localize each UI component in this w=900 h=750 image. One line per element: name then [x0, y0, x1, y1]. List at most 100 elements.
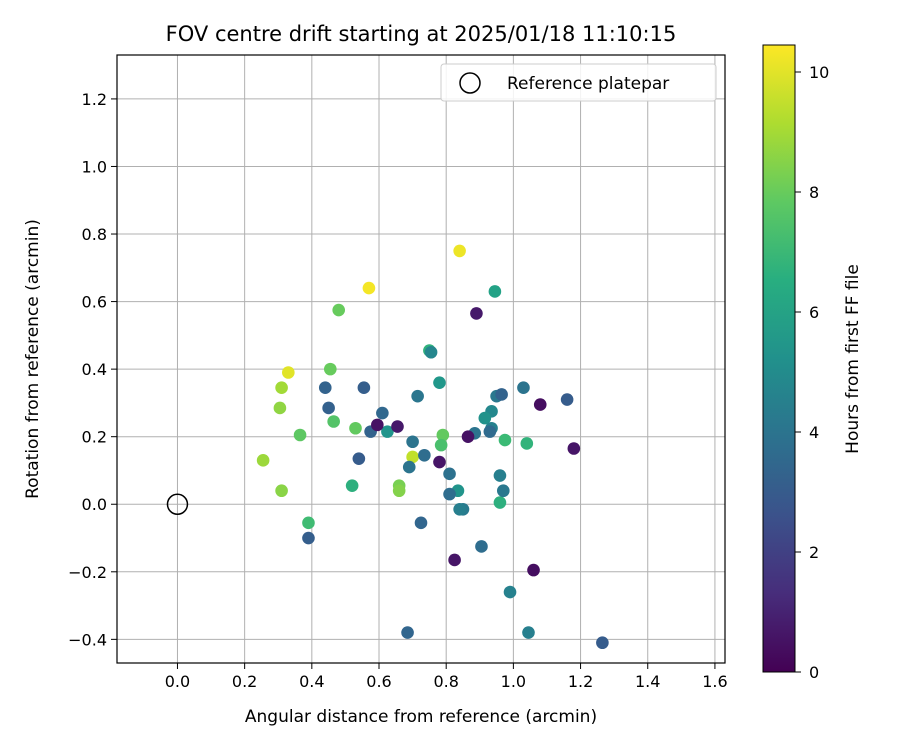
scatter-point	[483, 425, 497, 438]
scatter-point	[461, 430, 475, 443]
x-tick-label: 1.6	[702, 672, 727, 691]
scatter-point	[302, 516, 315, 530]
x-tick-label: 0.2	[232, 672, 257, 691]
legend: Reference platepar	[440, 63, 717, 102]
scatter-point	[391, 420, 404, 433]
data-points	[256, 244, 609, 650]
legend-open-circle-icon	[459, 72, 481, 94]
scatter-point	[275, 484, 288, 498]
y-axis-label: Rotation from reference (arcmin)	[23, 219, 43, 499]
x-tick-label: 0.0	[165, 672, 190, 691]
scatter-point	[414, 516, 428, 530]
scatter-point	[522, 626, 535, 639]
scatter-point	[418, 448, 431, 462]
scatter-point	[424, 345, 438, 359]
scatter-point	[362, 281, 376, 295]
x-gridlines	[176, 55, 716, 663]
colorbar-tick-label: 2	[809, 543, 819, 562]
scatter-point	[470, 307, 483, 320]
x-tick-label: 0.4	[299, 672, 324, 691]
scatter-point	[411, 389, 424, 403]
scatter-point	[322, 401, 335, 415]
y-tick-label: −0.4	[68, 630, 107, 649]
scatter-point	[433, 455, 446, 469]
y-tick-label: 0.4	[82, 360, 107, 379]
scatter-point	[433, 376, 446, 389]
scatter-point	[324, 362, 337, 376]
scatter-point	[293, 428, 307, 442]
scatter-point	[443, 487, 456, 501]
y-tick-label: 1.2	[82, 90, 107, 109]
scatter-point	[352, 452, 366, 465]
scatter-point	[327, 415, 340, 428]
y-tick-label: 0.8	[82, 225, 107, 244]
colorbar-tick-label: 6	[809, 303, 819, 322]
scatter-point	[302, 531, 315, 545]
y-gridlines	[117, 98, 725, 640]
scatter-point	[436, 428, 450, 442]
chart-title: FOV centre drift starting at 2025/01/18 …	[166, 22, 677, 46]
colorbar-ticks: 0 2 4 6 8 10	[795, 63, 829, 682]
plot-frame	[116, 54, 726, 664]
scatter-point	[596, 636, 609, 650]
scatter-point	[357, 381, 371, 395]
scatter-point	[527, 563, 540, 577]
x-axis-ticks: 0.0 0.2 0.4 0.6 0.8 1.0 1.2 1.4 1.6	[165, 663, 728, 691]
scatter-point	[392, 484, 406, 498]
colorbar-gradient	[762, 44, 796, 673]
scatter-point	[448, 553, 461, 567]
x-tick-label: 1.0	[501, 672, 526, 691]
colorbar-tick-label: 8	[809, 183, 819, 202]
scatter-point	[493, 469, 507, 482]
scatter-point	[503, 585, 517, 599]
scatter-point	[453, 244, 466, 258]
scatter-point	[478, 411, 492, 425]
colorbar-label: Hours from first FF file	[843, 264, 863, 454]
scatter-point	[402, 460, 416, 474]
y-axis-ticks: −0.4 −0.2 0.0 0.2 0.4 0.6 0.8 1.0 1.2	[68, 90, 117, 649]
y-tick-label: −0.2	[68, 563, 107, 582]
scatter-point	[318, 381, 332, 395]
scatter-point	[256, 454, 270, 467]
colorbar-tick-label: 4	[809, 423, 819, 442]
scatter-point	[560, 393, 574, 406]
scatter-point	[488, 285, 502, 298]
scatter-point	[567, 442, 581, 455]
scatter-point	[406, 450, 419, 464]
x-tick-label: 0.6	[366, 672, 391, 691]
x-tick-label: 0.8	[433, 672, 458, 691]
y-tick-label: 0.6	[82, 293, 107, 312]
scatter-point	[371, 418, 384, 432]
scatter-point	[275, 381, 288, 395]
scatter-point	[434, 438, 448, 452]
scatter-point	[495, 388, 508, 401]
y-tick-label: 0.2	[82, 428, 107, 447]
reference-platepar-marker	[166, 493, 189, 515]
scatter-point	[345, 479, 359, 492]
colorbar: 0 2 4 6 8 10 Hours from first FF file	[762, 44, 863, 682]
y-tick-label: 1.0	[82, 157, 107, 176]
scatter-point	[282, 366, 295, 379]
legend-label: Reference platepar	[507, 74, 669, 94]
colorbar-tick-label: 10	[809, 63, 829, 82]
scatter-point	[273, 401, 287, 415]
x-tick-label: 1.2	[568, 672, 593, 691]
scatter-point	[443, 467, 456, 481]
scatter-point	[533, 398, 547, 411]
scatter-point	[520, 437, 534, 450]
scatter-point	[475, 540, 488, 553]
scatter-point	[496, 484, 510, 498]
scatter-point	[401, 626, 414, 639]
scatter-point	[493, 496, 507, 509]
y-tick-label: 0.0	[82, 495, 107, 514]
plot-area	[116, 54, 726, 664]
scatter-point	[453, 503, 466, 516]
scatter-point	[406, 435, 419, 449]
scatter-point	[498, 433, 512, 447]
scatter-point	[376, 406, 389, 420]
scatter-point	[381, 425, 394, 438]
x-tick-label: 1.4	[635, 672, 660, 691]
legend-box	[440, 63, 717, 102]
colorbar-tick-label: 0	[809, 663, 819, 682]
